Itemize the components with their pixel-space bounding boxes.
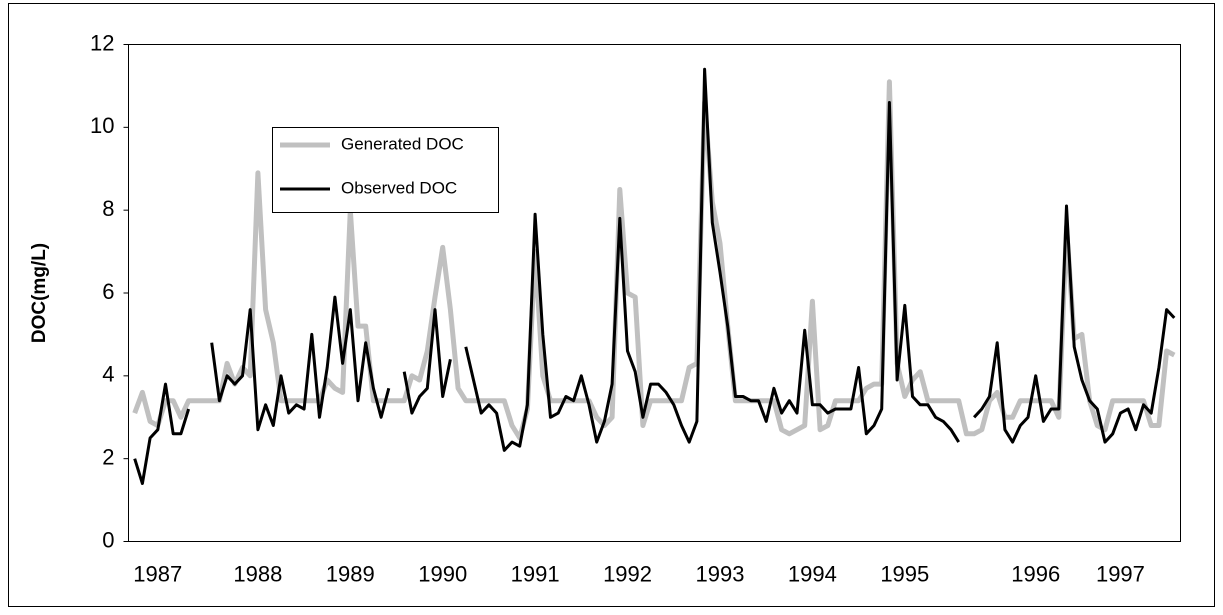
y-axis-label: DOC(mg/L) — [29, 243, 50, 343]
legend — [272, 127, 499, 213]
x-tick-label: 1996 — [1011, 561, 1060, 586]
x-tick-label: 1993 — [695, 561, 744, 586]
legend-label: Observed DOC — [341, 178, 457, 197]
x-tick-label: 1987 — [133, 561, 182, 586]
x-tick-label: 1989 — [326, 561, 375, 586]
y-tick-label: 8 — [102, 196, 114, 221]
x-tick-label: 1997 — [1096, 561, 1145, 586]
x-tick-label: 1991 — [511, 561, 560, 586]
y-tick-label: 6 — [102, 279, 114, 304]
legend-label: Generated DOC — [341, 134, 464, 153]
chart-border — [8, 3, 1215, 607]
x-tick-label: 1990 — [418, 561, 467, 586]
series-layer — [132, 67, 1176, 485]
data-line — [133, 67, 1176, 485]
x-tick-label: 1988 — [233, 561, 282, 586]
y-tick-label: 10 — [90, 113, 114, 138]
y-tick-label: 12 — [90, 30, 114, 55]
y-tick-label: 4 — [102, 362, 114, 387]
y-tick-label: 0 — [102, 527, 114, 552]
x-tick-label: 1995 — [880, 561, 929, 586]
y-tick-label: 2 — [102, 444, 114, 469]
x-tick-label: 1992 — [603, 561, 652, 586]
data-line — [132, 79, 1176, 441]
x-tick-label: 1994 — [788, 561, 837, 586]
